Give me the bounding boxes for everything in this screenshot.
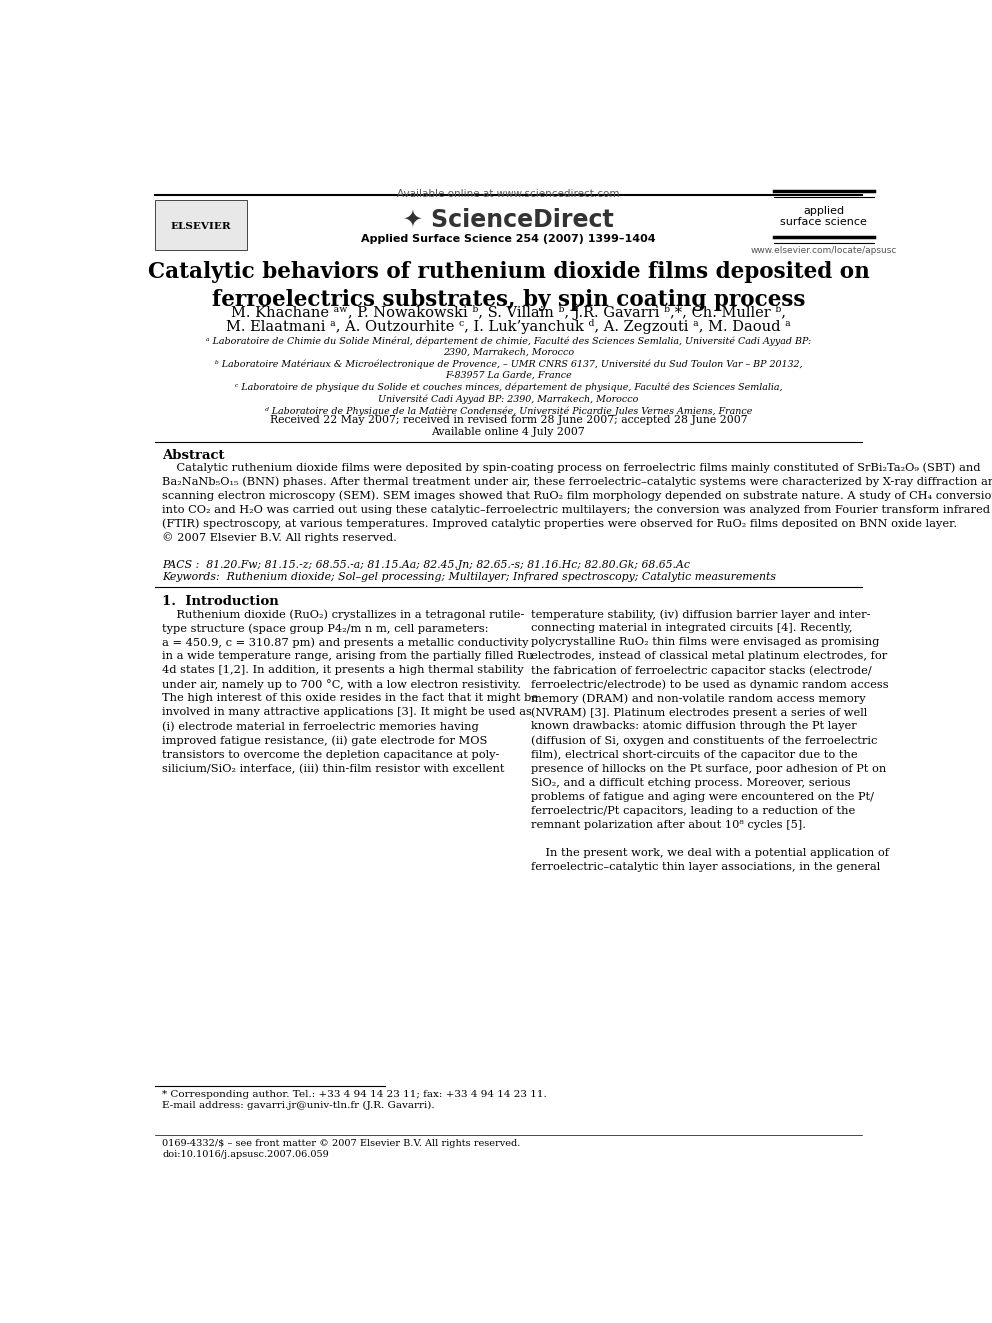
Text: Catalytic behaviors of ruthenium dioxide films deposited on
ferroelectrics subst: Catalytic behaviors of ruthenium dioxide… [148, 261, 869, 311]
Text: presence of hillocks on the Pt surface, poor adhesion of Pt on: presence of hillocks on the Pt surface, … [532, 763, 887, 774]
Text: temperature stability, (iv) diffusion barrier layer and inter-: temperature stability, (iv) diffusion ba… [532, 609, 871, 619]
Text: film), electrical short-circuits of the capacitor due to the: film), electrical short-circuits of the … [532, 750, 858, 761]
Text: ᵃ Laboratoire de Chimie du Solide Minéral, département de chimie, Faculté des Sc: ᵃ Laboratoire de Chimie du Solide Minéra… [205, 336, 811, 345]
Text: Ba₂NaNb₅O₁₅ (BNN) phases. After thermal treatment under air, these ferroelectric: Ba₂NaNb₅O₁₅ (BNN) phases. After thermal … [163, 476, 992, 487]
Text: ELSEVIER: ELSEVIER [171, 222, 231, 232]
Text: involved in many attractive applications [3]. It might be used as: involved in many attractive applications… [163, 708, 533, 717]
Text: PACS :  81.20.Fw; 81.15.-z; 68.55.-a; 81.15.Aa; 82.45.Jn; 82.65.-s; 81.16.Hc; 82: PACS : 81.20.Fw; 81.15.-z; 68.55.-a; 81.… [163, 560, 690, 570]
Text: 4d states [1,2]. In addition, it presents a high thermal stability: 4d states [1,2]. In addition, it present… [163, 665, 524, 675]
Text: Abstract: Abstract [163, 448, 225, 462]
Text: Available online 4 July 2007: Available online 4 July 2007 [432, 427, 585, 437]
Text: ferroelectric/Pt capacitors, leading to a reduction of the: ferroelectric/Pt capacitors, leading to … [532, 806, 856, 816]
Text: Received 22 May 2007; received in revised form 28 June 2007; accepted 28 June 20: Received 22 May 2007; received in revise… [270, 415, 747, 426]
Text: F-83957 La Garde, France: F-83957 La Garde, France [445, 372, 571, 380]
Text: connecting material in integrated circuits [4]. Recently,: connecting material in integrated circui… [532, 623, 853, 634]
Text: * Corresponding author. Tel.: +33 4 94 14 23 11; fax: +33 4 94 14 23 11.: * Corresponding author. Tel.: +33 4 94 1… [163, 1090, 548, 1099]
Text: scanning electron microscopy (SEM). SEM images showed that RuO₂ film morphology : scanning electron microscopy (SEM). SEM … [163, 491, 992, 501]
Text: Available online at www.sciencedirect.com: Available online at www.sciencedirect.co… [397, 189, 620, 200]
Text: ᶜ Laboratoire de physique du Solide et couches minces, département de physique, : ᶜ Laboratoire de physique du Solide et c… [235, 382, 782, 393]
Text: Keywords:  Ruthenium dioxide; Sol–gel processing; Multilayer; Infrared spectrosc: Keywords: Ruthenium dioxide; Sol–gel pro… [163, 573, 777, 582]
Text: type structure (space group P4₂/m n m, cell parameters:: type structure (space group P4₂/m n m, c… [163, 623, 489, 634]
Text: surface science: surface science [780, 217, 867, 226]
Text: ᵇ Laboratoire Matériaux & Microélectronique de Provence, – UMR CNRS 6137, Univer: ᵇ Laboratoire Matériaux & Microélectroni… [214, 360, 803, 369]
Text: in a wide temperature range, arising from the partially filled Ru: in a wide temperature range, arising fro… [163, 651, 534, 662]
Text: silicium/SiO₂ interface, (iii) thin-film resistor with excellent: silicium/SiO₂ interface, (iii) thin-film… [163, 763, 505, 774]
Text: improved fatigue resistance, (ii) gate electrode for MOS: improved fatigue resistance, (ii) gate e… [163, 736, 488, 746]
Text: remnant polarization after about 10⁸ cycles [5].: remnant polarization after about 10⁸ cyc… [532, 820, 806, 830]
Text: known drawbacks: atomic diffusion through the Pt layer: known drawbacks: atomic diffusion throug… [532, 721, 857, 732]
Text: M. Khachane ᵃʷ, P. Nowakowski ᵇ, S. Villain ᵇ, J.R. Gavarri ᵇ,*, Ch. Muller ᵇ,: M. Khachane ᵃʷ, P. Nowakowski ᵇ, S. Vill… [231, 306, 786, 320]
Text: (i) electrode material in ferroelectric memories having: (i) electrode material in ferroelectric … [163, 721, 479, 732]
Text: © 2007 Elsevier B.V. All rights reserved.: © 2007 Elsevier B.V. All rights reserved… [163, 533, 398, 544]
Text: In the present work, we deal with a potential application of: In the present work, we deal with a pote… [532, 848, 890, 859]
Text: the fabrication of ferroelectric capacitor stacks (electrode/: the fabrication of ferroelectric capacit… [532, 665, 872, 676]
Text: Catalytic ruthenium dioxide films were deposited by spin-coating process on ferr: Catalytic ruthenium dioxide films were d… [163, 462, 981, 472]
Text: M. Elaatmani ᵃ, A. Outzourhite ᶜ, I. Luk’yanchuk ᵈ, A. Zegzouti ᵃ, M. Daoud ᵃ: M. Elaatmani ᵃ, A. Outzourhite ᶜ, I. Luk… [226, 319, 791, 333]
Text: ✦ ScienceDirect: ✦ ScienceDirect [403, 208, 614, 232]
Text: 2390, Marrakech, Morocco: 2390, Marrakech, Morocco [442, 348, 574, 357]
Text: 0169-4332/$ – see front matter © 2007 Elsevier B.V. All rights reserved.: 0169-4332/$ – see front matter © 2007 El… [163, 1139, 521, 1148]
Text: ferroelectric/electrode) to be used as dynamic random access: ferroelectric/electrode) to be used as d… [532, 679, 889, 689]
Text: (diffusion of Si, oxygen and constituents of the ferroelectric: (diffusion of Si, oxygen and constituent… [532, 736, 878, 746]
Text: applied: applied [804, 205, 844, 216]
Text: E-mail address: gavarri.jr@univ-tln.fr (J.R. Gavarri).: E-mail address: gavarri.jr@univ-tln.fr (… [163, 1101, 435, 1110]
Text: memory (DRAM) and non-volatile random access memory: memory (DRAM) and non-volatile random ac… [532, 693, 866, 704]
Text: a = 450.9, c = 310.87 pm) and presents a metallic conductivity: a = 450.9, c = 310.87 pm) and presents a… [163, 638, 529, 648]
Text: problems of fatigue and aging were encountered on the Pt/: problems of fatigue and aging were encou… [532, 791, 875, 802]
Text: transistors to overcome the depletion capacitance at poly-: transistors to overcome the depletion ca… [163, 750, 500, 759]
Text: ferroelectric–catalytic thin layer associations, in the general: ferroelectric–catalytic thin layer assoc… [532, 863, 881, 872]
Text: into CO₂ and H₂O was carried out using these catalytic–ferroelectric multilayers: into CO₂ and H₂O was carried out using t… [163, 504, 990, 515]
Text: Ruthenium dioxide (RuO₂) crystallizes in a tetragonal rutile-: Ruthenium dioxide (RuO₂) crystallizes in… [163, 609, 525, 619]
Text: Applied Surface Science 254 (2007) 1399–1404: Applied Surface Science 254 (2007) 1399–… [361, 234, 656, 245]
Text: The high interest of this oxide resides in the fact that it might be: The high interest of this oxide resides … [163, 693, 539, 704]
Text: (FTIR) spectroscopy, at various temperatures. Improved catalytic properties were: (FTIR) spectroscopy, at various temperat… [163, 519, 957, 529]
Text: Université Cadi Ayyad BP: 2390, Marrakech, Morocco: Université Cadi Ayyad BP: 2390, Marrakec… [378, 394, 639, 404]
Bar [155, 200, 247, 250]
Text: www.elsevier.com/locate/apsusc: www.elsevier.com/locate/apsusc [750, 246, 897, 255]
Text: electrodes, instead of classical metal platinum electrodes, for: electrodes, instead of classical metal p… [532, 651, 888, 662]
Text: under air, namely up to 700 °C, with a low electron resistivity.: under air, namely up to 700 °C, with a l… [163, 679, 522, 691]
Text: polycrystalline RuO₂ thin films were envisaged as promising: polycrystalline RuO₂ thin films were env… [532, 638, 880, 647]
Text: 1.  Introduction: 1. Introduction [163, 595, 279, 607]
Text: ᵈ Laboratoire de Physique de la Matière Condensée, Université Picardie Jules Ver: ᵈ Laboratoire de Physique de la Matière … [265, 406, 752, 415]
Text: doi:10.1016/j.apsusc.2007.06.059: doi:10.1016/j.apsusc.2007.06.059 [163, 1150, 329, 1159]
Text: (NVRAM) [3]. Platinum electrodes present a series of well: (NVRAM) [3]. Platinum electrodes present… [532, 708, 868, 718]
Text: SiO₂, and a difficult etching process. Moreover, serious: SiO₂, and a difficult etching process. M… [532, 778, 851, 787]
